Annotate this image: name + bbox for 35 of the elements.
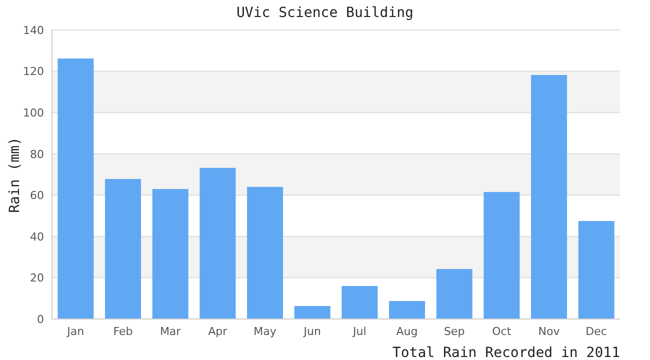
y-tick-label: 120	[23, 65, 44, 78]
y-tick-label: 0	[37, 312, 44, 326]
x-tick-label: Oct	[492, 324, 512, 338]
x-tick-label: Apr	[208, 324, 228, 338]
bar	[389, 301, 426, 319]
bar	[578, 220, 614, 319]
bar	[247, 186, 284, 319]
bar	[531, 75, 568, 319]
x-tick-label: Feb	[113, 324, 133, 338]
bar	[105, 179, 142, 319]
bar	[484, 192, 520, 319]
x-tick-label: Aug	[396, 324, 418, 338]
bar	[342, 286, 378, 319]
y-tick-label: 80	[30, 148, 44, 161]
x-tick-label: Sep	[444, 324, 465, 338]
x-tick-label: Jun	[302, 324, 321, 338]
y-tick-label: 140	[23, 24, 44, 37]
x-tick-label: Mar	[160, 324, 182, 338]
y-tick-label: 100	[23, 106, 44, 120]
x-axis-title: Total Rain Recorded in 2011	[392, 345, 620, 360]
x-tick-label: Jul	[352, 324, 366, 338]
bar	[436, 269, 472, 319]
x-tick-label: Nov	[538, 324, 560, 338]
x-tick-label: Dec	[586, 324, 607, 338]
bar	[58, 58, 94, 319]
chart-title: UVic Science Building	[235, 5, 414, 21]
x-tick-label: May	[254, 324, 277, 338]
x-tick-label: Jan	[66, 324, 84, 338]
bar	[294, 306, 330, 319]
bar	[200, 168, 236, 319]
y-tick-label: 20	[30, 272, 44, 285]
y-axis-title: Rain (mm)	[7, 137, 24, 213]
bar	[152, 188, 188, 319]
y-tick-label: 40	[30, 230, 44, 244]
y-tick-label: 60	[30, 189, 44, 202]
